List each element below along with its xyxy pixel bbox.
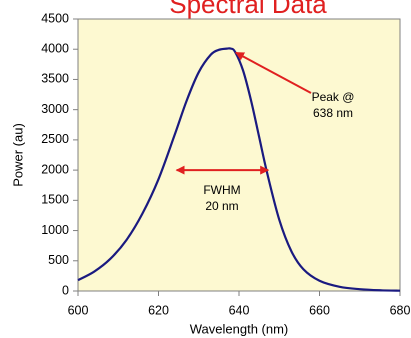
y-tick-label: 3500	[41, 72, 69, 86]
y-axis: 0 500 1000 1500 2000 2500 3000 3500 4000 4500	[41, 11, 78, 297]
plot-area	[77, 18, 401, 292]
y-tick-label: 0	[62, 283, 69, 297]
y-tick-label: 2500	[41, 132, 69, 146]
x-tick-label: 600	[68, 303, 89, 317]
series-line	[77, 47, 401, 292]
y-tick-label: 3000	[41, 102, 69, 116]
x-tick-label: 660	[309, 303, 330, 317]
y-tick-label: 4000	[41, 42, 69, 56]
x-axis-label: Wavelength (nm)	[190, 321, 289, 336]
fwhm-annotation-line1: FWHM	[203, 183, 240, 197]
y-tick-label: 2000	[41, 162, 69, 176]
peak-arrow	[235, 51, 312, 94]
x-axis: 600 620 640 660 680	[68, 291, 411, 317]
peak-annotation-line1: Peak @	[312, 90, 355, 104]
fwhm-annotation-line2: 20 nm	[205, 199, 238, 213]
y-tick-label: 4500	[41, 11, 69, 25]
peak-annotation-line2: 638 nm	[313, 106, 353, 120]
x-tick-label: 620	[148, 303, 169, 317]
y-tick-label: 1500	[41, 193, 69, 207]
x-tick-label: 640	[229, 303, 250, 317]
y-tick-label: 1000	[41, 223, 69, 237]
x-tick-label: 680	[390, 303, 411, 317]
y-tick-label: 500	[48, 253, 69, 267]
y-axis-label: Power (au)	[10, 123, 25, 187]
chart-title: Spectral Data	[169, 0, 327, 19]
